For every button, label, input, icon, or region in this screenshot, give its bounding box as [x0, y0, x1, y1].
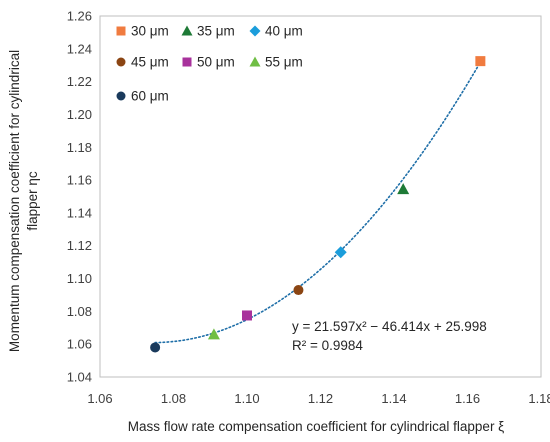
y-tick-label: 1.20 — [67, 107, 92, 122]
y-tick-label: 1.18 — [67, 140, 92, 155]
data-point — [475, 56, 486, 67]
y-tick-label: 1.16 — [67, 173, 92, 188]
x-tick-label: 1.08 — [161, 391, 186, 406]
plot-area — [99, 15, 542, 378]
trendline-r-squared: R² = 0.9984 — [292, 338, 363, 353]
legend-marker — [116, 26, 126, 36]
data-point — [293, 285, 304, 296]
y-tick-label: 1.26 — [67, 9, 92, 24]
x-tick-label: 1.10 — [234, 391, 259, 406]
legend-marker — [116, 57, 126, 67]
legend-label: 45 μm — [131, 55, 169, 70]
trendline-equation: y = 21.597x² − 46.414x + 25.998 — [292, 319, 487, 334]
legend-marker — [181, 25, 193, 36]
x-tick-label: 1.14 — [381, 391, 406, 406]
data-point — [242, 310, 252, 321]
y-tick-label: 1.06 — [67, 337, 92, 352]
legend-label: 35 μm — [197, 24, 235, 39]
legend-marker — [249, 56, 261, 67]
y-tick-label: 1.22 — [67, 74, 92, 89]
x-tick-label: 1.16 — [455, 391, 480, 406]
legend-marker — [116, 91, 126, 101]
legend-marker — [249, 25, 261, 37]
y-tick-label: 1.12 — [67, 238, 92, 253]
data-point — [150, 342, 161, 353]
trendline — [154, 61, 482, 344]
data-point — [334, 246, 347, 259]
x-tick-label: 1.06 — [87, 391, 112, 406]
y-tick-label: 1.08 — [67, 304, 92, 319]
legend-label: 55 μm — [265, 55, 303, 70]
y-tick-label: 1.24 — [67, 41, 92, 56]
y-axis-label-line-2: flapper ηc — [25, 171, 40, 231]
data-point — [207, 328, 220, 340]
y-axis-label-line-1: Momentum compensation coefficient for cy… — [7, 50, 22, 352]
y-tick-label: 1.14 — [67, 205, 92, 220]
x-axis-label: Mass flow rate compensation coefficient … — [128, 419, 504, 434]
y-tick-label: 1.04 — [67, 370, 92, 385]
x-tick-label: 1.12 — [308, 391, 333, 406]
x-tick-label: 1.18 — [528, 391, 550, 406]
legend-label: 60 μm — [131, 89, 169, 104]
legend-label: 40 μm — [265, 24, 303, 39]
legend-label: 50 μm — [197, 55, 235, 70]
legend-marker — [182, 57, 192, 67]
data-point — [397, 183, 410, 195]
y-tick-label: 1.10 — [67, 271, 92, 286]
legend-label: 30 μm — [131, 24, 169, 39]
